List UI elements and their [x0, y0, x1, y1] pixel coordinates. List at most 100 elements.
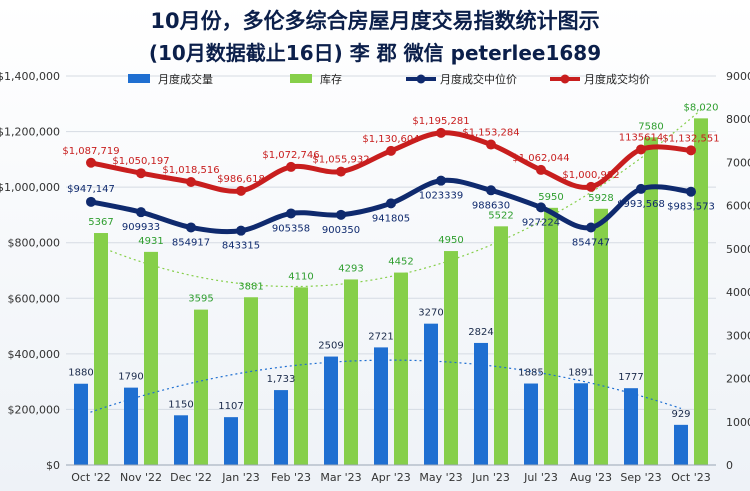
- volume-data-label: 2824: [468, 327, 493, 338]
- left-axis-tick-label: $1,400,000: [0, 70, 60, 83]
- volume-data-label: 2509: [318, 341, 343, 352]
- inventory-data-label: 3595: [188, 294, 213, 305]
- median-price-marker: [436, 175, 446, 186]
- inventory-data-label: 4950: [438, 235, 463, 246]
- average-price-marker: [686, 145, 696, 156]
- median-price-marker: [686, 186, 696, 197]
- volume-bar: [74, 383, 88, 465]
- volume-bar: [224, 417, 238, 465]
- volume-data-label: 1,733: [267, 374, 296, 385]
- x-axis-tick-label: Feb '23: [271, 471, 311, 484]
- left-axis-tick-label: $1,000,000: [0, 181, 60, 194]
- volume-data-label: 1150: [168, 399, 193, 410]
- average-price-marker: [186, 176, 196, 187]
- legend-swatch: [128, 74, 150, 83]
- average-price-marker: [586, 181, 596, 192]
- x-axis-tick-label: Nov '22: [120, 471, 162, 484]
- right-axis-tick-label: 1000: [726, 416, 750, 429]
- label-layer: 1880 1790 1150 1107 1,733 2509 2721 3270 2824 188…: [62, 102, 719, 419]
- average-price-data-label: 1135614: [619, 132, 664, 143]
- right-axis-tick-label: 3000: [726, 329, 750, 342]
- inventory-bar: [394, 272, 408, 465]
- x-axis-tick-label: Oct '23: [671, 471, 711, 484]
- average-price-marker: [336, 166, 346, 177]
- volume-data-label: 2721: [368, 331, 393, 342]
- median-price-data-label: 905358: [272, 223, 310, 234]
- x-axis-tick-label: May '23: [419, 471, 462, 484]
- x-axis-tick-label: Dec '22: [170, 471, 212, 484]
- average-price-data-label: $986,618: [217, 174, 265, 185]
- average-price-marker: [236, 185, 246, 196]
- volume-bar: [474, 342, 488, 465]
- median-price-data-label: 854917: [172, 237, 210, 248]
- median-price-data-label: 854747: [572, 238, 610, 249]
- line-layer: [86, 127, 696, 236]
- median-price-marker: [636, 183, 646, 194]
- inventory-bar: [344, 279, 358, 465]
- left-axis-tick-label: $400,000: [8, 348, 61, 361]
- median-price-marker: [486, 185, 496, 196]
- right-axis-tick-label: 5000: [726, 243, 750, 256]
- legend-marker: [560, 74, 570, 84]
- average-price-data-label: $1,153,284: [462, 128, 519, 139]
- volume-data-label: 1880: [68, 368, 93, 379]
- volume-bar: [174, 415, 188, 465]
- inventory-bar: [294, 287, 308, 465]
- inventory-data-label: 4931: [138, 236, 163, 247]
- inventory-data-label: 4110: [288, 271, 313, 282]
- inventory-data-label: 5950: [538, 192, 563, 203]
- right-axis-tick-label: 8000: [726, 113, 750, 126]
- median-price-data-label: 927224: [522, 217, 560, 228]
- average-price-data-label: $1,062,044: [512, 153, 569, 164]
- average-price-marker: [286, 161, 296, 172]
- legend-label: 库存: [320, 72, 342, 86]
- average-price-data-label: $1,130,604: [362, 134, 419, 145]
- x-axis-tick-label: Aug '23: [570, 471, 612, 484]
- volume-bar: [574, 383, 588, 465]
- volume-data-label: 1777: [618, 372, 643, 383]
- average-price-data-label: $1,018,516: [162, 165, 219, 176]
- volume-bar: [674, 424, 688, 465]
- volume-bar: [424, 323, 438, 465]
- volume-data-label: 1790: [118, 372, 143, 383]
- inventory-data-label: 4293: [338, 263, 363, 274]
- median-price-data-label: 988630: [472, 200, 510, 211]
- trend-layer: [80, 109, 702, 417]
- median-price-marker: [586, 222, 596, 233]
- inventory-bar: [194, 309, 208, 465]
- left-axis-tick-label: $600,000: [8, 292, 61, 305]
- average-price-marker: [636, 144, 646, 155]
- x-axis-tick-label: Jun '23: [471, 471, 510, 484]
- volume-bar: [324, 356, 338, 465]
- average-price-data-label: $1,132,551: [662, 133, 719, 144]
- average-price-data-label: $1,195,281: [412, 116, 469, 127]
- inventory-data-label: 7580: [638, 121, 663, 132]
- median-price-marker: [186, 222, 196, 233]
- left-axis-tick-label: $1,200,000: [0, 126, 60, 139]
- x-axis-tick-label: Apr '23: [371, 471, 411, 484]
- average-price-marker: [136, 168, 146, 179]
- volume-data-label: 1107: [218, 401, 243, 412]
- legend-marker: [416, 74, 426, 84]
- legend: 月度成交量 库存 月度成交中位价 月度成交均价: [128, 72, 650, 86]
- inventory-data-label: 5522: [488, 210, 513, 221]
- average-price-marker: [436, 127, 446, 138]
- average-price-marker: [486, 139, 496, 150]
- average-price-data-label: $1,087,719: [62, 146, 119, 157]
- inventory-data-label: 5928: [588, 193, 613, 204]
- bar-layer: [74, 118, 708, 466]
- left-axis-tick-label: $200,000: [8, 403, 61, 416]
- legend-label: 月度成交中位价: [440, 72, 517, 86]
- median-price-data-label: $993,568: [617, 199, 665, 210]
- chart-subtitle: (10月数据截止16日) 李 郡 微信 peterlee1689: [149, 41, 601, 65]
- volume-trendline: [80, 359, 682, 417]
- median-price-data-label: 843315: [222, 241, 260, 252]
- volume-data-label: 3270: [418, 308, 443, 319]
- inventory-bar: [494, 226, 508, 465]
- x-axis-tick-label: Mar '23: [320, 471, 361, 484]
- right-axis-tick-label: 6000: [726, 200, 750, 213]
- median-price-marker: [336, 209, 346, 220]
- x-axis-tick-label: Sep '23: [620, 471, 661, 484]
- average-price-data-label: $1,050,197: [112, 156, 169, 167]
